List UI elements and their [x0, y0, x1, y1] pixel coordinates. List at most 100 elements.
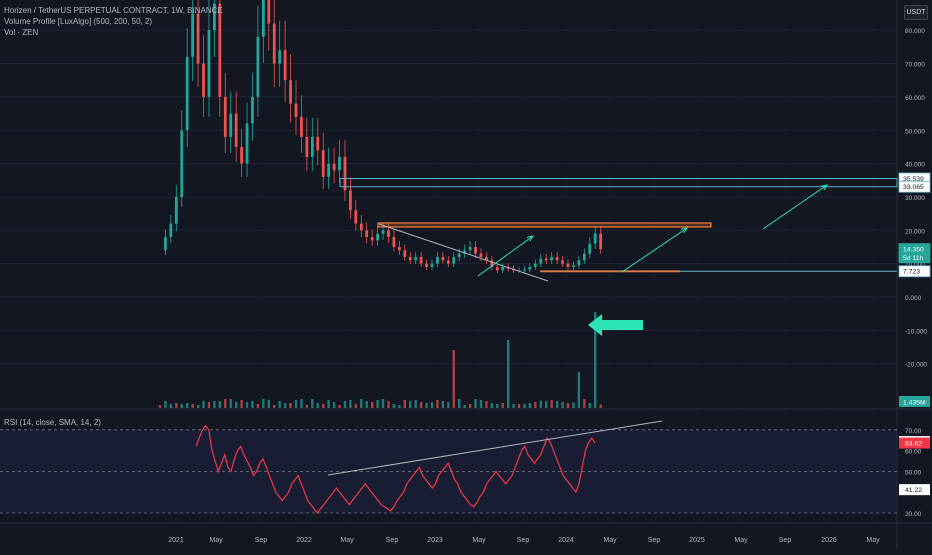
volume-profile-legend[interactable]: Volume Profile [LuxAlgo] (500, 200, 50, …	[4, 17, 153, 26]
candle-body	[223, 96, 227, 137]
volume-bar	[490, 403, 494, 408]
rsi-tick-label: 30.00	[905, 511, 922, 518]
candle-body	[550, 256, 554, 261]
candle-body	[240, 146, 243, 164]
volume-bar	[474, 399, 477, 408]
volume-bar	[523, 403, 526, 408]
candle-body	[468, 246, 472, 251]
volume-bar	[528, 403, 532, 408]
candle-body	[272, 23, 276, 64]
time-tick-label: 2026	[821, 537, 837, 544]
price-tick-label: 80.000	[905, 28, 925, 35]
candle-body	[180, 130, 184, 197]
time-tick-label: Sep	[255, 537, 268, 544]
volume-bar	[289, 403, 292, 408]
candle-body	[441, 256, 445, 261]
volume-bar	[251, 401, 254, 408]
volume-bar	[441, 401, 445, 408]
volume-bar	[300, 399, 303, 408]
candle-body	[533, 263, 537, 267]
volume-bar	[229, 399, 232, 408]
candle-body	[213, 3, 216, 31]
volume-bar	[436, 400, 439, 408]
volume-bar	[202, 401, 205, 408]
candle-body	[419, 256, 423, 264]
candle-body	[207, 30, 211, 97]
volume-bar	[392, 404, 396, 408]
candle-body	[544, 258, 548, 261]
time-tick-label: 2021	[168, 537, 184, 544]
time-tick-label: 2024	[558, 537, 574, 544]
candle-body	[387, 230, 390, 237]
volume-bar	[240, 400, 243, 408]
price-tick-label: 40.000	[905, 162, 925, 169]
projection-arrow-2-head	[681, 227, 689, 234]
volume-bar	[561, 402, 564, 408]
candle-body	[229, 113, 233, 137]
currency-button[interactable]: USDT	[904, 5, 928, 20]
rsi-value-label-box	[899, 484, 930, 496]
volume-bar	[496, 404, 499, 408]
volume-bar	[316, 403, 319, 408]
volume-legend[interactable]: Vol · ZEN	[4, 28, 39, 37]
time-tick-label: May	[340, 537, 354, 544]
candle-body	[310, 136, 314, 157]
volume-bar	[365, 401, 368, 408]
volume-bar	[164, 401, 167, 408]
candle-body	[174, 196, 178, 224]
volume-bar	[273, 405, 276, 408]
volume-bar	[343, 401, 347, 408]
price-tick-label: 60.000	[905, 95, 925, 102]
candle-body	[202, 63, 205, 97]
volume-bar	[327, 400, 330, 408]
volume-bar	[354, 404, 358, 408]
volume-bar	[403, 400, 406, 408]
volume-bar	[594, 312, 597, 408]
candle-body	[283, 50, 287, 81]
volume-bar	[485, 401, 488, 408]
volume-bar	[169, 404, 173, 408]
descending-trendline	[378, 223, 549, 282]
volume-bar	[583, 399, 586, 408]
volume-bar	[218, 401, 222, 408]
candle-body	[566, 263, 570, 267]
time-tick-label: May	[209, 537, 223, 544]
time-tick-label: 2025	[689, 537, 705, 544]
candle-body	[599, 233, 603, 250]
volume-bar	[588, 403, 591, 408]
candle-body	[267, 0, 271, 24]
volume-spike-arrow	[588, 314, 643, 336]
candle-body	[501, 266, 505, 271]
candle-body	[365, 230, 369, 237]
price-tick-label: -10.000	[905, 328, 927, 335]
volume-bar	[283, 403, 287, 408]
candle-body	[294, 103, 298, 117]
time-tick-label: 2023	[427, 537, 443, 544]
price-tick-label: 10.000	[905, 262, 925, 269]
candle-body	[370, 236, 374, 241]
volume-bar	[463, 405, 466, 408]
volume-bar	[577, 372, 581, 408]
rsi-legend[interactable]: RSI (14, close, SMA, 14, 2)	[4, 418, 101, 427]
volume-label-box	[899, 396, 930, 407]
candle-body	[261, 0, 265, 37]
candle-body	[593, 233, 597, 244]
price-tick-label: 20.000	[905, 228, 925, 235]
candle-body	[245, 123, 249, 164]
volume-bar	[414, 400, 417, 408]
volume-bar	[245, 402, 249, 408]
candle-body	[164, 236, 167, 251]
volume-bar	[305, 405, 309, 408]
rsi-series-line	[195, 424, 596, 514]
candle-body	[463, 250, 467, 254]
candle-body	[457, 253, 461, 257]
volume-bar	[262, 399, 265, 408]
volume-bar	[180, 404, 183, 408]
volume-bar	[196, 405, 200, 408]
volume-bar	[370, 402, 374, 408]
time-tick-label: Sep	[779, 537, 792, 544]
price-label-text: 33.065	[903, 184, 924, 191]
volume-bar	[572, 402, 575, 408]
volume-bar	[360, 399, 363, 408]
